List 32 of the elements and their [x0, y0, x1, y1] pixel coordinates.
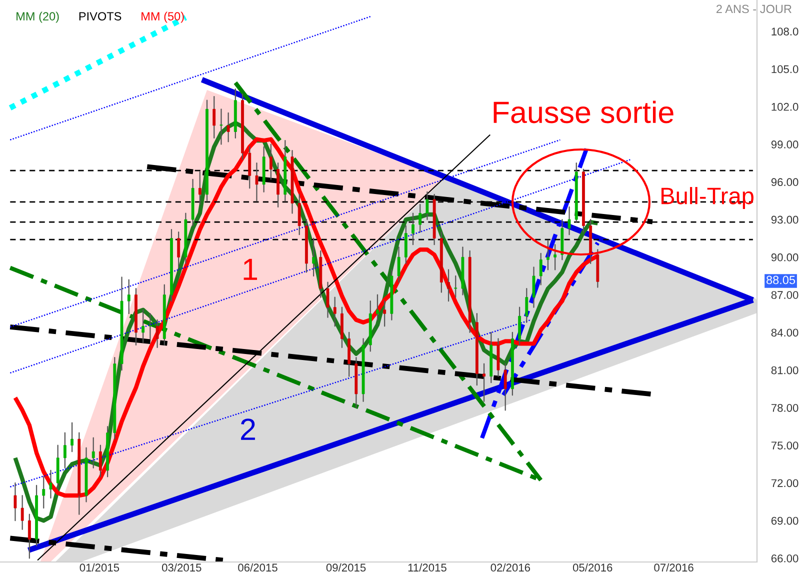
y-tick-label: 75.00 — [771, 442, 798, 450]
y-tick-label: 72.00 — [771, 479, 798, 488]
x-tick-label: 02/2016 — [490, 563, 530, 572]
y-tick-label: 105.0 — [772, 65, 798, 74]
y-tick-label: 93.00 — [771, 216, 798, 224]
y-tick-label: 99.00 — [771, 140, 798, 148]
text: PIVOTS — [79, 12, 122, 20]
y-tick-label: 69.00 — [771, 516, 798, 525]
annotation: Fausse sortie — [494, 100, 674, 124]
y-tick-label: 96.00 — [771, 178, 798, 186]
x-tick-label: 09/2015 — [326, 563, 366, 572]
y-tick-label: 102.0 — [772, 102, 798, 111]
y-tick-label: 84.00 — [771, 328, 798, 337]
y-tick-label: 81.00 — [771, 366, 798, 374]
x-tick-label: 11/2015 — [408, 563, 446, 572]
annotation: 1 — [244, 258, 258, 280]
text: 88.05 — [766, 276, 796, 284]
text: MM (50) — [142, 12, 184, 23]
annotation: Bull-Trap — [661, 186, 754, 210]
y-tick-label: 108.0 — [772, 28, 798, 36]
y-tick-label: 78.00 — [771, 404, 798, 412]
y-tick-label: 66.00 — [771, 554, 798, 562]
y-tick-label: 90.00 — [771, 253, 798, 262]
x-tick-label: 05/2016 — [572, 563, 612, 572]
x-tick-label: 01/2015 — [80, 563, 120, 572]
annotation: 2 — [241, 418, 255, 440]
text: MM (20) — [16, 12, 59, 23]
x-tick-label: 07/2016 — [654, 563, 694, 572]
chart-subtitle: 2 ANS - JOUR — [716, 4, 792, 14]
y-tick-label: 87.00 — [771, 291, 798, 299]
x-tick-label: 06/2015 — [238, 563, 278, 572]
x-tick-label: 03/2015 — [162, 563, 202, 572]
